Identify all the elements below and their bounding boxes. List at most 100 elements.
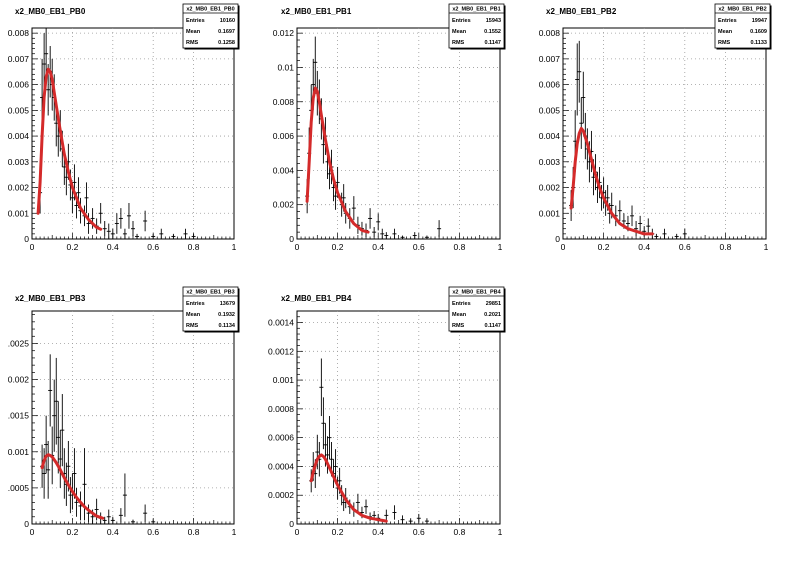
histogram-title: x2_MB0_EB1_PB4 xyxy=(281,294,352,303)
histogram-pad: x2_MB0_EB1_PB4 0 0.2 0.4 0.6 0.8 1 0 0.0002 0.000… xyxy=(268,286,506,537)
x-tick-label: 0 xyxy=(295,242,300,252)
stats-box xyxy=(448,286,505,332)
y-tick-label: 0.005 xyxy=(8,105,30,115)
fit-curve xyxy=(36,67,103,231)
histogram-pad: x2_MB0_EB1_PB3 0 0.2 0.4 0.6 0.8 1 0 .0005 0.001.… xyxy=(8,286,240,537)
stats-value: 0.1932 xyxy=(218,312,235,318)
stats-label: Mean xyxy=(718,29,733,35)
y-tick-label: 0.001 xyxy=(8,447,30,457)
stats-value: 13679 xyxy=(220,301,235,307)
y-tick-label: 0.001 xyxy=(539,208,561,218)
stats-label: RMS xyxy=(186,323,199,329)
y-tick-label: 0.008 xyxy=(539,28,561,38)
stats-label: RMS xyxy=(452,40,465,46)
x-tick-label: 1 xyxy=(232,527,237,537)
stats-value: 29851 xyxy=(486,301,501,307)
histogram-pad: x2_MB0_EB1_PB1 0 0.2 0.4 0.6 0.8 1 0 0.002 0.004 0… xyxy=(273,3,506,252)
y-tick-label: 0.002 xyxy=(8,183,30,193)
y-tick-label: 0.004 xyxy=(8,131,30,141)
stats-value: 0.1133 xyxy=(750,40,767,46)
stats-box xyxy=(448,3,505,49)
y-tick-label: 0.005 xyxy=(539,105,561,115)
y-tick-label: 0 xyxy=(24,234,29,244)
x-tick-label: 0.2 xyxy=(66,242,78,252)
plot-frame xyxy=(296,310,501,525)
stats-box-name: x2_MB0_EB1_PB0 xyxy=(186,7,234,13)
x-tick-label: 0.6 xyxy=(413,242,425,252)
y-tick-label: 0.002 xyxy=(8,375,30,385)
x-tick-label: 0.2 xyxy=(598,242,610,252)
y-tick-label: 0.006 xyxy=(8,80,30,90)
stats-value: 0.1147 xyxy=(484,323,501,329)
y-tick-label: 0.007 xyxy=(8,54,30,64)
x-tick-label: 1 xyxy=(232,242,237,252)
y-tick-label: 0.0004 xyxy=(268,461,294,471)
stats-value: 15943 xyxy=(486,18,501,24)
y-tick-label: .0025 xyxy=(8,338,30,348)
x-tick-label: 0.4 xyxy=(372,242,384,252)
x-tick-label: 0.4 xyxy=(638,242,650,252)
y-tick-label: 0.007 xyxy=(539,54,561,64)
stats-label: Mean xyxy=(186,312,201,318)
stats-label: RMS xyxy=(718,40,731,46)
x-tick-label: 0.4 xyxy=(107,527,119,537)
x-tick-label: 0.2 xyxy=(332,527,344,537)
y-tick-label: 0 xyxy=(289,519,294,529)
x-tick-label: 0.6 xyxy=(147,527,159,537)
histogram-pad: x2_MB0_EB1_PB0 0 0.2 0.4 0.6 0.8 1 0 0.001 0.002 0… xyxy=(8,3,240,252)
stats-box xyxy=(182,286,239,332)
x-tick-label: 0.6 xyxy=(147,242,159,252)
y-tick-label: 0.012 xyxy=(273,28,295,38)
stats-box-name: x2_MB0_EB1_PB1 xyxy=(452,7,500,13)
x-tick-label: 0.8 xyxy=(188,242,200,252)
x-tick-label: 1 xyxy=(498,242,503,252)
plot-frame xyxy=(562,27,767,240)
stats-value: 0.1258 xyxy=(218,40,235,46)
stats-value: 0.1552 xyxy=(484,29,501,35)
y-tick-label: 0.0002 xyxy=(268,490,294,500)
y-tick-label: 0 xyxy=(555,234,560,244)
stats-value: 0.1609 xyxy=(750,29,767,35)
x-tick-label: 0.8 xyxy=(453,242,465,252)
histogram-title: x2_MB0_EB1_PB2 xyxy=(546,7,617,16)
histogram-title: x2_MB0_EB1_PB1 xyxy=(281,7,352,16)
y-tick-label: 0.006 xyxy=(539,80,561,90)
stats-box-name: x2_MB0_EB1_PB4 xyxy=(452,290,501,296)
stats-label: RMS xyxy=(186,40,199,46)
stats-label: Mean xyxy=(186,29,201,35)
y-tick-label: 0.001 xyxy=(273,375,295,385)
x-tick-label: 1 xyxy=(498,527,503,537)
histogram-title: x2_MB0_EB1_PB0 xyxy=(15,7,86,16)
x-tick-label: 0.8 xyxy=(719,242,731,252)
plot-frame xyxy=(296,27,501,240)
x-tick-label: 0 xyxy=(30,242,35,252)
y-tick-label: 0.008 xyxy=(8,28,30,38)
stats-label: Mean xyxy=(452,312,467,318)
y-tick-label: 0.002 xyxy=(273,200,295,210)
x-tick-label: 0 xyxy=(561,242,566,252)
stats-value: 19947 xyxy=(752,18,767,24)
fit-curve xyxy=(309,453,388,523)
y-tick-label: 0.01 xyxy=(277,62,294,72)
histogram-title: x2_MB0_EB1_PB3 xyxy=(15,294,86,303)
x-tick-label: 0.2 xyxy=(332,242,344,252)
stats-label: Entries xyxy=(452,18,471,24)
stats-label: Entries xyxy=(186,301,205,307)
y-tick-label: 0 xyxy=(24,519,29,529)
y-tick-label: 0.0014 xyxy=(268,318,294,328)
stats-label: RMS xyxy=(452,323,465,329)
x-tick-label: 0 xyxy=(295,527,300,537)
x-tick-label: 1 xyxy=(764,242,769,252)
x-tick-label: 0.8 xyxy=(188,527,200,537)
stats-value: 0.1147 xyxy=(484,40,501,46)
stats-box-name: x2_MB0_EB1_PB3 xyxy=(186,290,234,296)
y-tick-label: 0.0008 xyxy=(268,404,294,414)
x-tick-label: 0.4 xyxy=(107,242,119,252)
y-tick-label: 0.006 xyxy=(273,131,295,141)
stats-box xyxy=(182,3,239,49)
stats-box xyxy=(714,3,771,49)
stats-value: 10160 xyxy=(220,18,235,24)
fit-curve xyxy=(305,86,370,234)
x-tick-label: 0 xyxy=(30,527,35,537)
